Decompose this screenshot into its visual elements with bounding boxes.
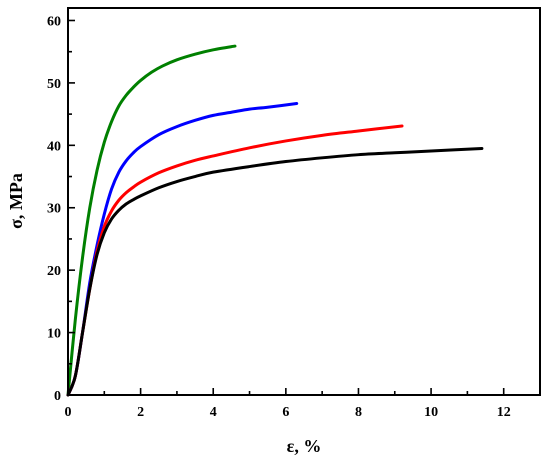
x-tick-label: 8 <box>355 405 362 420</box>
ticks-layer: 0 2 4 6 8 10 12 0 10 20 30 40 50 60 <box>47 14 511 420</box>
curves-layer <box>66 44 484 397</box>
y-tick-label: 50 <box>47 77 61 92</box>
series-green-line <box>66 44 237 397</box>
x-tick-label: 4 <box>210 405 217 420</box>
series-red-line <box>66 124 404 397</box>
x-tick-label: 6 <box>282 405 289 420</box>
y-tick-label: 10 <box>47 327 61 342</box>
y-tick-label: 60 <box>47 14 61 29</box>
y-tick-label: 0 <box>54 389 61 404</box>
y-axis-title: σ, MPa <box>6 173 26 229</box>
plot-frame <box>67 7 541 396</box>
x-tick-label: 2 <box>137 405 144 420</box>
x-axis-title: ε, % <box>287 436 322 456</box>
x-tick-label: 10 <box>424 405 438 420</box>
series-black-line <box>66 146 484 397</box>
x-tick-label: 0 <box>65 405 72 420</box>
x-tick-label: 12 <box>497 405 511 420</box>
y-tick-label: 20 <box>47 264 61 279</box>
y-tick-label: 30 <box>47 202 61 217</box>
y-tick-label: 40 <box>47 139 61 154</box>
